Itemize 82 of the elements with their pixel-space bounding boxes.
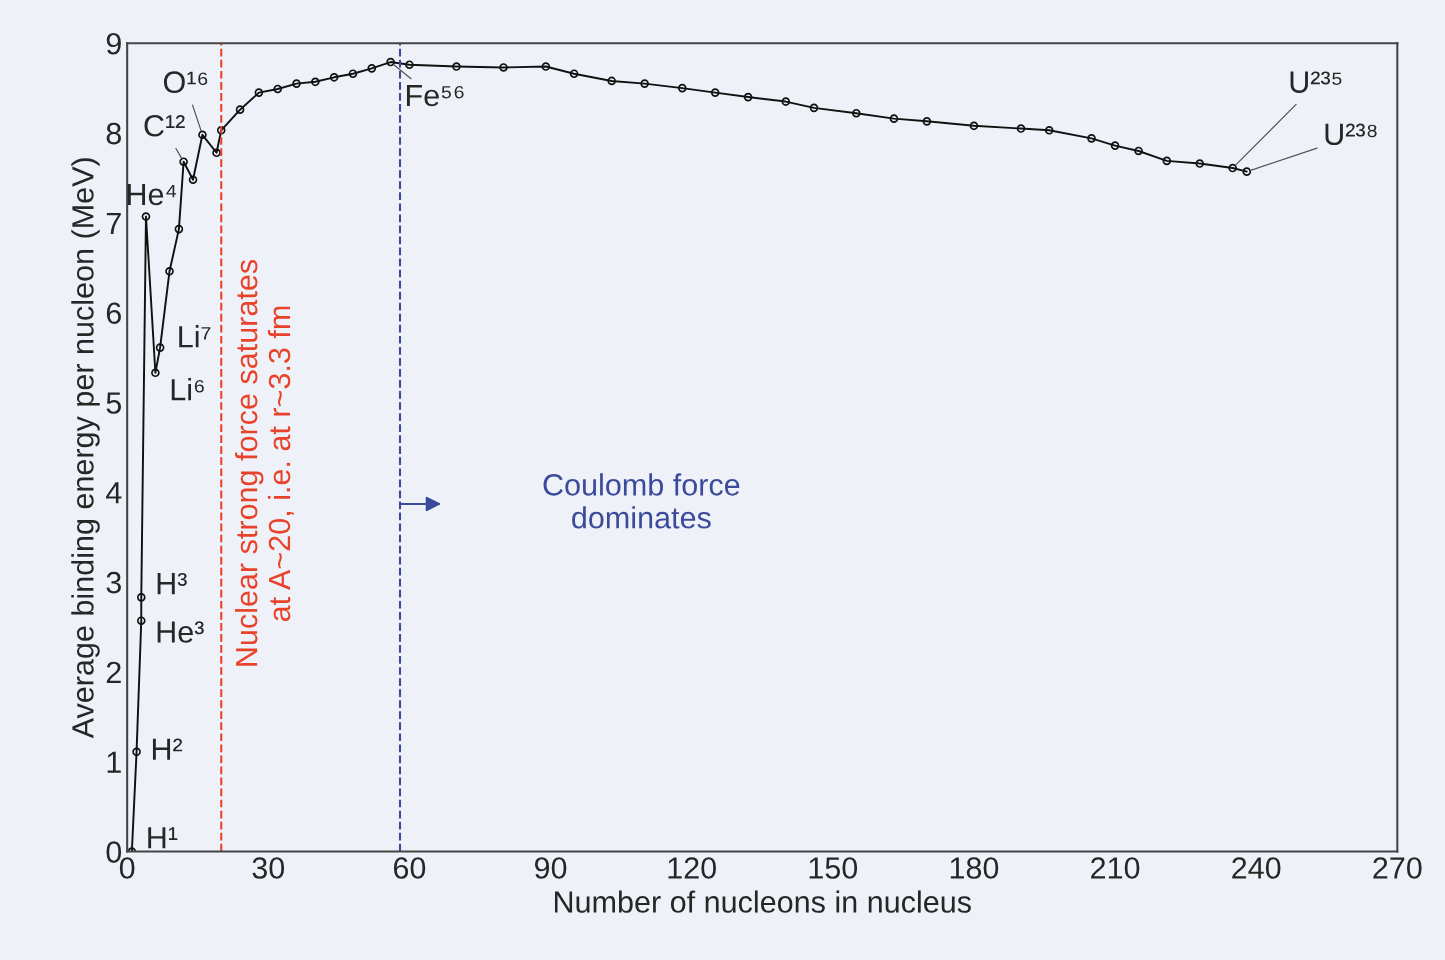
point (174, 224, 184, 234)
point (136, 616, 146, 626)
y-tick-label: 2 (106, 661, 121, 683)
y-tick-label: 8 (106, 122, 121, 145)
x-tick-label: 210 (1091, 857, 1140, 879)
point (311, 77, 320, 87)
x-tick-label: 270 (1373, 857, 1422, 879)
point (367, 64, 377, 73)
point (329, 73, 339, 82)
y-tick-label: 7 (106, 212, 121, 234)
point (273, 84, 283, 94)
annotation: H³ (157, 572, 187, 595)
point (607, 76, 617, 86)
y-tick-label: 9 (106, 32, 121, 55)
x-tick-label: 180 (950, 857, 999, 879)
point (809, 103, 819, 113)
point (198, 130, 207, 140)
point (499, 63, 508, 72)
point (969, 121, 979, 131)
annotation: Li⁷ (179, 325, 211, 348)
annotation: O¹⁶ (163, 71, 208, 94)
annotation: He⁴ (127, 183, 177, 206)
y-tick-label: 6 (106, 302, 121, 325)
x-tick-label: 120 (668, 857, 716, 879)
point (188, 175, 198, 185)
annotation: C¹² (144, 114, 185, 137)
point (569, 69, 579, 79)
annotation: H² (152, 738, 183, 760)
y-tick-label: 1 (107, 751, 121, 773)
point (743, 92, 753, 102)
point (1087, 134, 1096, 143)
annotation: Li⁶ (171, 378, 204, 401)
point (710, 88, 720, 97)
annotation: Fe⁵⁶ (406, 85, 464, 107)
x-tick-label: 60 (393, 857, 426, 879)
point (1195, 159, 1205, 168)
point (254, 88, 264, 97)
y-tick-label: 5 (106, 392, 122, 414)
point (348, 69, 358, 79)
x-tick-label: 240 (1232, 857, 1281, 879)
annotation: U²³⁵ (1290, 71, 1342, 93)
point (1110, 141, 1120, 150)
point (677, 83, 687, 93)
point (235, 105, 245, 114)
point (165, 267, 174, 276)
ref-line-label: Nuclear strong force saturates at A~20, i.e. at r~3.3 fm (235, 259, 294, 666)
point (452, 62, 461, 71)
point (640, 79, 649, 88)
y-tick-label: 0 (106, 841, 122, 863)
annotation: U²³⁸ (1325, 123, 1377, 146)
point (386, 57, 395, 67)
x-axis-title: Number of nucleons in nucleus (554, 890, 971, 913)
point (852, 108, 861, 118)
point (132, 747, 141, 757)
point (1228, 163, 1237, 173)
point (155, 343, 165, 352)
x-tick-label: 150 (809, 857, 858, 879)
point (889, 114, 899, 123)
point (541, 62, 551, 71)
ref-line-label: Coulomb force dominates (543, 473, 740, 529)
point (212, 148, 221, 158)
point (136, 593, 146, 602)
x-tick-label: 90 (534, 857, 567, 879)
point (179, 157, 188, 167)
point (405, 60, 414, 70)
point (292, 79, 301, 88)
y-tick-label: 3 (106, 571, 121, 594)
point (1016, 124, 1026, 133)
point (922, 117, 932, 126)
point (151, 368, 160, 378)
point (1162, 156, 1172, 166)
y-axis-title: Average binding energy per nucleon (MeV) (71, 158, 100, 739)
annotation: H¹ (148, 827, 178, 849)
annotation: He³ (157, 621, 204, 643)
y-tick-label: 4 (106, 482, 122, 504)
point (1134, 146, 1143, 156)
point (1044, 126, 1054, 135)
point (216, 126, 226, 135)
point (141, 212, 151, 221)
point (781, 97, 791, 106)
point (1242, 167, 1252, 176)
x-tick-label: 30 (252, 857, 285, 879)
